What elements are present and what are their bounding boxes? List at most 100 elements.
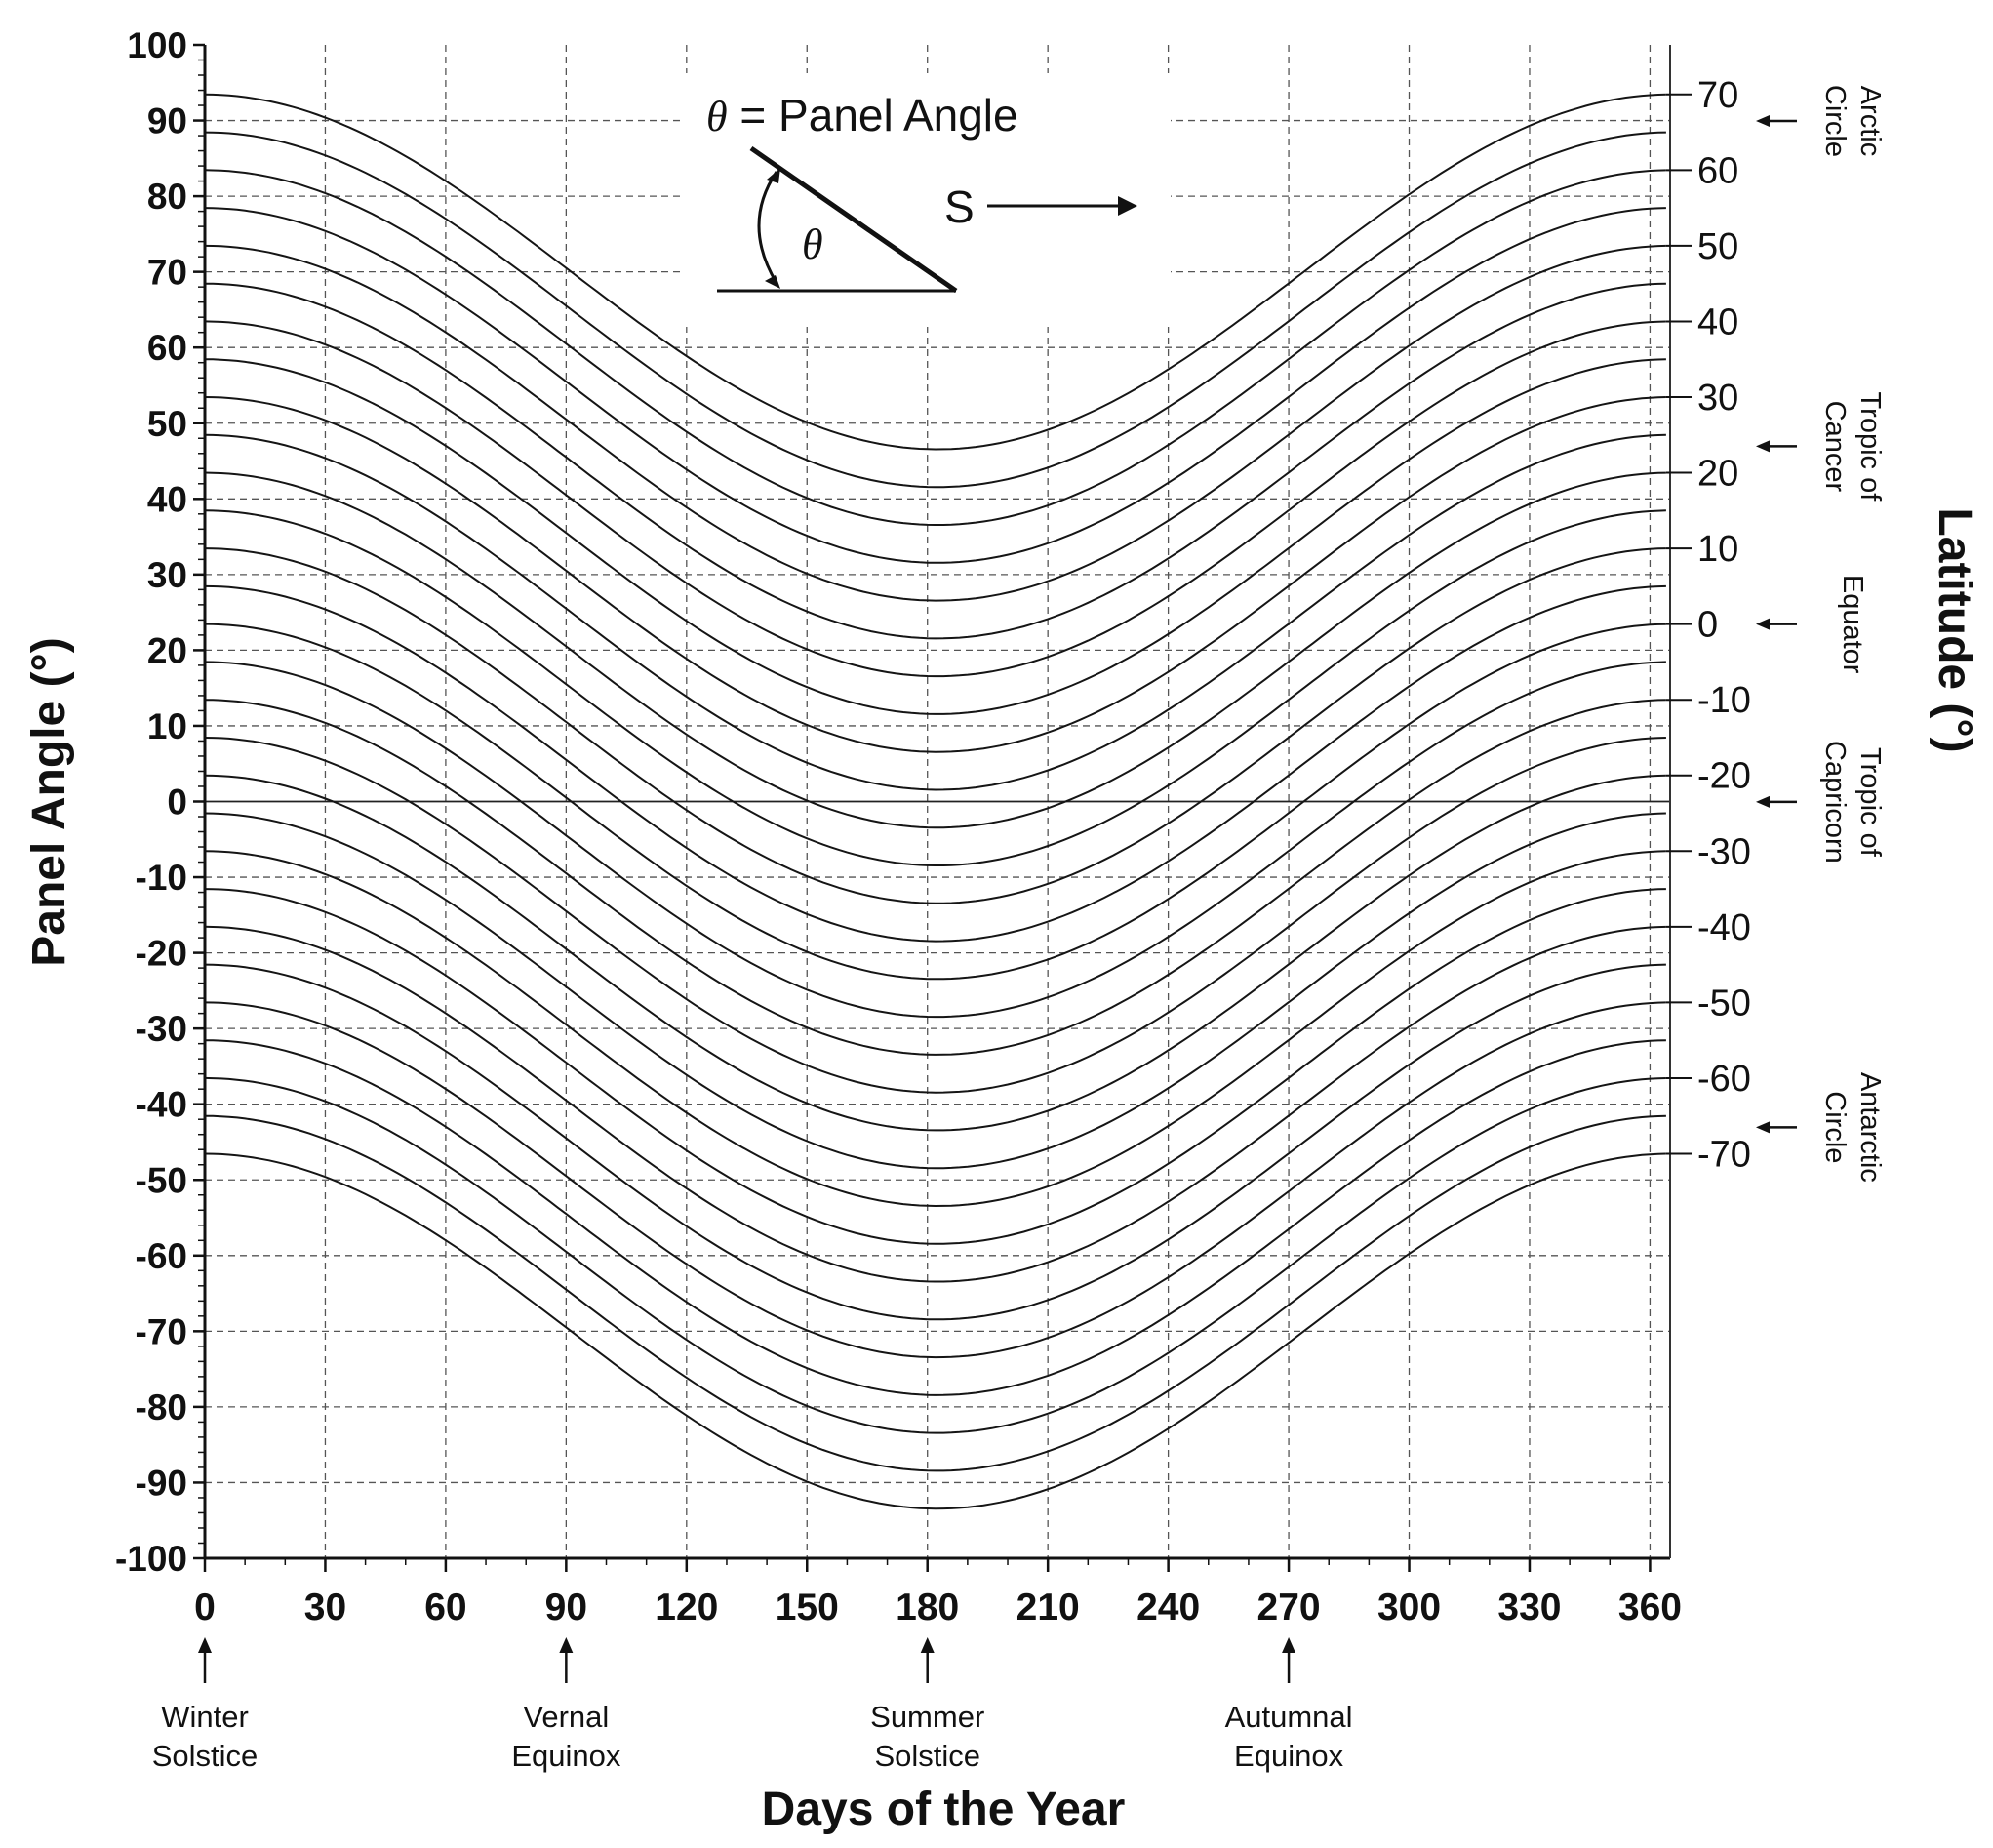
y-axis-title: Panel Angle (°)	[23, 637, 75, 966]
latitude-tick-label: 10	[1697, 529, 1738, 570]
y-tick-label: 90	[147, 101, 187, 141]
inset-panel-line	[749, 145, 958, 294]
zone-arrow-head	[1756, 1121, 1770, 1134]
panel-angle-inset: θ = Panel Angle θ S	[683, 73, 1171, 327]
y-tick-label: -80	[136, 1387, 187, 1427]
y-tick-label: 30	[147, 555, 187, 595]
y-tick-label: -40	[136, 1085, 187, 1125]
x-tick-label: 150	[776, 1587, 839, 1628]
latitude-tick-label: -60	[1697, 1059, 1751, 1100]
y-tick-label: -70	[136, 1311, 187, 1351]
event-label: Autumnal	[1225, 1700, 1353, 1734]
y-tick-label: -30	[136, 1009, 187, 1049]
y-tick-label: 50	[147, 404, 187, 444]
event-arrow-head	[920, 1637, 935, 1653]
y-tick-label: -100	[115, 1539, 187, 1579]
latitude-tick-label: -10	[1697, 680, 1751, 721]
y-tick-label: 0	[167, 783, 187, 823]
event-label: Equinox	[1234, 1739, 1344, 1773]
y-tick-label: 80	[147, 177, 187, 217]
event-label: Equinox	[511, 1739, 621, 1773]
y-tick-label: -90	[136, 1463, 187, 1503]
zone-arrow-head	[1756, 440, 1770, 453]
event-label: Vernal	[523, 1700, 609, 1734]
series-line-lat--45	[204, 963, 1666, 1321]
series-line-lat--50	[204, 1001, 1666, 1359]
series-line-lat--30	[204, 850, 1666, 1208]
y-tick-label: 20	[147, 630, 187, 670]
latitude-tick-label: 20	[1697, 454, 1738, 495]
series-line-lat-5	[204, 584, 1666, 943]
zone-arrow-head	[1756, 618, 1770, 630]
x-tick-label: 210	[1016, 1587, 1080, 1628]
series-line-lat-0	[204, 623, 1666, 981]
x-tick-label: 120	[655, 1587, 718, 1628]
axes	[193, 43, 1692, 1572]
series-line-lat-40	[204, 320, 1666, 678]
latitude-tick-label: 40	[1697, 301, 1738, 342]
zone-label: Circle	[1819, 85, 1851, 157]
inset-arc-arrow-bottom	[765, 275, 780, 289]
series-line-lat--5	[204, 661, 1666, 1019]
x-tick-label: 0	[194, 1587, 216, 1628]
x-tick-label: 330	[1497, 1587, 1561, 1628]
series-line-lat--25	[204, 812, 1666, 1170]
y-tick-label: -60	[136, 1236, 187, 1276]
latitude-tick-label: -20	[1697, 756, 1751, 797]
zone-label: Circle	[1819, 1091, 1851, 1163]
axis-labels: 1009080706050403020100-10-20-30-40-50-60…	[23, 25, 1980, 1835]
series-line-lat-45	[204, 282, 1666, 640]
event-arrow-head	[559, 1637, 574, 1653]
zone-label: Antarctic	[1854, 1072, 1886, 1183]
series-line-lat-10	[204, 547, 1666, 904]
zone-arrow-head	[1756, 795, 1770, 808]
y-tick-label: -50	[136, 1160, 187, 1200]
zone-arrow-head	[1756, 114, 1770, 127]
y-tick-label: 10	[147, 706, 187, 746]
zone-label: Arctic	[1854, 86, 1886, 156]
y2-axis-title: Latitude (°)	[1929, 507, 1980, 752]
inset-south-arrow-head	[1118, 196, 1137, 216]
latitude-tick-label: 0	[1697, 605, 1718, 646]
zone-label: Tropic of	[1854, 747, 1886, 858]
x-tick-label: 30	[304, 1587, 346, 1628]
event-arrow-head	[198, 1637, 212, 1653]
latitude-tick-label: -50	[1697, 983, 1751, 1024]
series-line-lat--15	[204, 737, 1666, 1094]
x-tick-label: 300	[1377, 1587, 1441, 1628]
latitude-tick-label: 50	[1697, 226, 1738, 267]
series-line-lat--60	[204, 1076, 1666, 1434]
inset-theta-label: θ	[802, 221, 823, 268]
zone-label: Cancer	[1819, 401, 1851, 493]
panel-angle-curves	[204, 93, 1666, 1510]
x-tick-label: 180	[896, 1587, 959, 1628]
latitude-tick-label: 70	[1697, 75, 1738, 116]
y-tick-label: -20	[136, 934, 187, 974]
zone-label: Tropic of	[1854, 392, 1886, 502]
series-line-lat--70	[204, 1152, 1666, 1510]
series-line-lat-70	[204, 93, 1666, 451]
series-line-lat--55	[204, 1039, 1666, 1396]
event-label: Summer	[870, 1700, 984, 1734]
series-line-lat-25	[204, 433, 1666, 791]
event-label: Solstice	[874, 1739, 980, 1773]
y-tick-label: -10	[136, 858, 187, 898]
series-line-lat--35	[204, 888, 1666, 1245]
event-label: Winter	[161, 1700, 249, 1734]
latitude-tick-label: -70	[1697, 1134, 1751, 1175]
series-line-lat--40	[204, 925, 1666, 1283]
y-tick-label: 70	[147, 253, 187, 293]
series-line-lat--10	[204, 699, 1666, 1056]
x-tick-label: 360	[1618, 1587, 1682, 1628]
series-line-lat--65	[204, 1114, 1666, 1472]
x-tick-label: 60	[424, 1587, 466, 1628]
x-axis-title: Days of the Year	[762, 1784, 1126, 1835]
zone-label: Capricorn	[1819, 741, 1851, 864]
inset-south-label: S	[944, 181, 975, 232]
series-line-lat-65	[204, 131, 1666, 489]
series-line-lat-35	[204, 358, 1666, 715]
y-tick-label: 40	[147, 479, 187, 519]
x-tick-label: 270	[1257, 1587, 1321, 1628]
event-arrow-head	[1282, 1637, 1296, 1653]
